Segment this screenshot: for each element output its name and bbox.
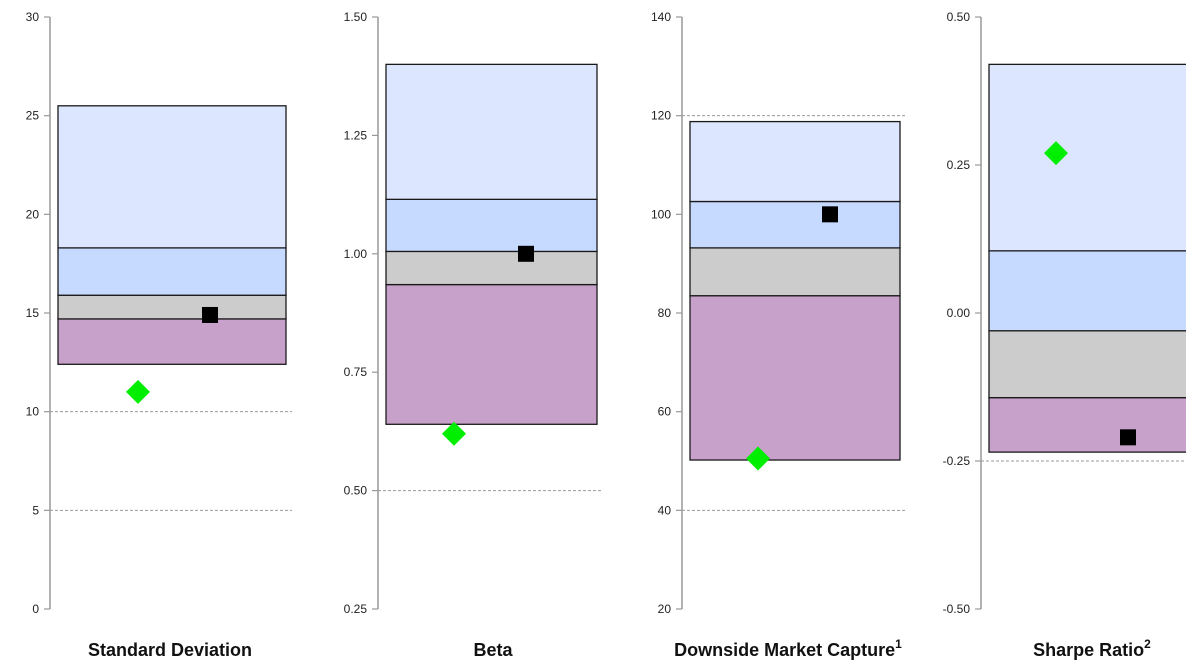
- y-tick-label: 20: [26, 207, 40, 221]
- chart-panel-1: 0 5 10 15 20 25 30 Standard Deviation: [26, 10, 292, 660]
- y-tick-label: 120: [651, 109, 671, 123]
- y-tick-label: 15: [26, 306, 40, 320]
- y-tick-label: 1.50: [344, 10, 368, 24]
- panel-title-text: Downside Market Capture: [674, 640, 895, 660]
- band-bottom-quartile: [988, 397, 1186, 453]
- square-marker: [1120, 429, 1136, 446]
- y-tick-label: -0.50: [943, 602, 971, 616]
- panel-title-superscript: 2: [1144, 637, 1151, 651]
- band-top-quartile: [689, 120, 901, 203]
- y-tick-label: 140: [651, 10, 671, 24]
- panel-title: Standard Deviation: [88, 640, 252, 660]
- band-upper-quartile: [689, 200, 901, 249]
- y-tick-label: 80: [658, 306, 672, 320]
- y-tick-label: 25: [26, 109, 40, 123]
- band-lower-quartile: [689, 247, 901, 297]
- panel-title-text: Beta: [473, 640, 513, 660]
- band-upper-quartile: [385, 198, 598, 253]
- panel-title-text: Standard Deviation: [88, 640, 252, 660]
- panel-title-superscript: 1: [895, 637, 902, 651]
- y-tick-label: 1.25: [344, 128, 368, 142]
- chart-panel-3: 20 40 60 80 100 120 140 Downside Market Capture…: [651, 10, 906, 660]
- y-tick-label: 0: [32, 602, 39, 616]
- band-bottom-quartile: [689, 295, 901, 461]
- panel-title-text: Sharpe Ratio: [1033, 640, 1144, 660]
- y-tick-label: 0.25: [344, 602, 368, 616]
- band-lower-quartile: [57, 294, 287, 320]
- diamond-marker: [746, 446, 770, 471]
- band-top-quartile: [385, 63, 598, 200]
- y-tick-label: 20: [658, 602, 672, 616]
- chart-panel-2: 0.25 0.50 0.75 1.00 1.25 1.50 Beta: [344, 10, 603, 660]
- y-tick-label: 5: [32, 503, 39, 517]
- panel-title: Sharpe Ratio2: [1033, 637, 1151, 660]
- y-tick-label: 1.00: [344, 247, 368, 261]
- y-tick-label: 0.50: [947, 10, 971, 24]
- band-upper-quartile: [57, 247, 287, 296]
- band-bottom-quartile: [385, 283, 598, 425]
- y-tick-label: 0.25: [947, 158, 971, 172]
- band-lower-quartile: [988, 330, 1186, 399]
- panel-title: Downside Market Capture1: [674, 637, 902, 660]
- y-tick-label: 10: [26, 405, 40, 419]
- diamond-marker: [442, 421, 466, 446]
- y-tick-label: 100: [651, 207, 671, 221]
- square-marker: [518, 245, 534, 262]
- band-top-quartile: [57, 105, 287, 249]
- chart-panel-4: -0.50 -0.25 0.00 0.25 0.50 Sharpe Ratio2: [943, 10, 1186, 660]
- y-tick-label: -0.25: [943, 454, 971, 468]
- band-upper-quartile: [988, 250, 1186, 332]
- diamond-marker: [1044, 141, 1068, 166]
- y-tick-label: 0.50: [344, 484, 368, 498]
- y-tick-label: 0.75: [344, 365, 368, 379]
- band-top-quartile: [988, 63, 1186, 252]
- square-marker: [202, 306, 218, 323]
- band-lower-quartile: [385, 250, 598, 286]
- y-tick-label: 0.00: [947, 306, 971, 320]
- y-tick-label: 30: [26, 10, 40, 24]
- diamond-marker: [126, 379, 150, 404]
- panel-title: Beta: [473, 640, 513, 660]
- y-tick-label: 40: [658, 503, 672, 517]
- y-tick-label: 60: [658, 405, 672, 419]
- square-marker: [822, 206, 838, 223]
- band-bottom-quartile: [57, 318, 287, 365]
